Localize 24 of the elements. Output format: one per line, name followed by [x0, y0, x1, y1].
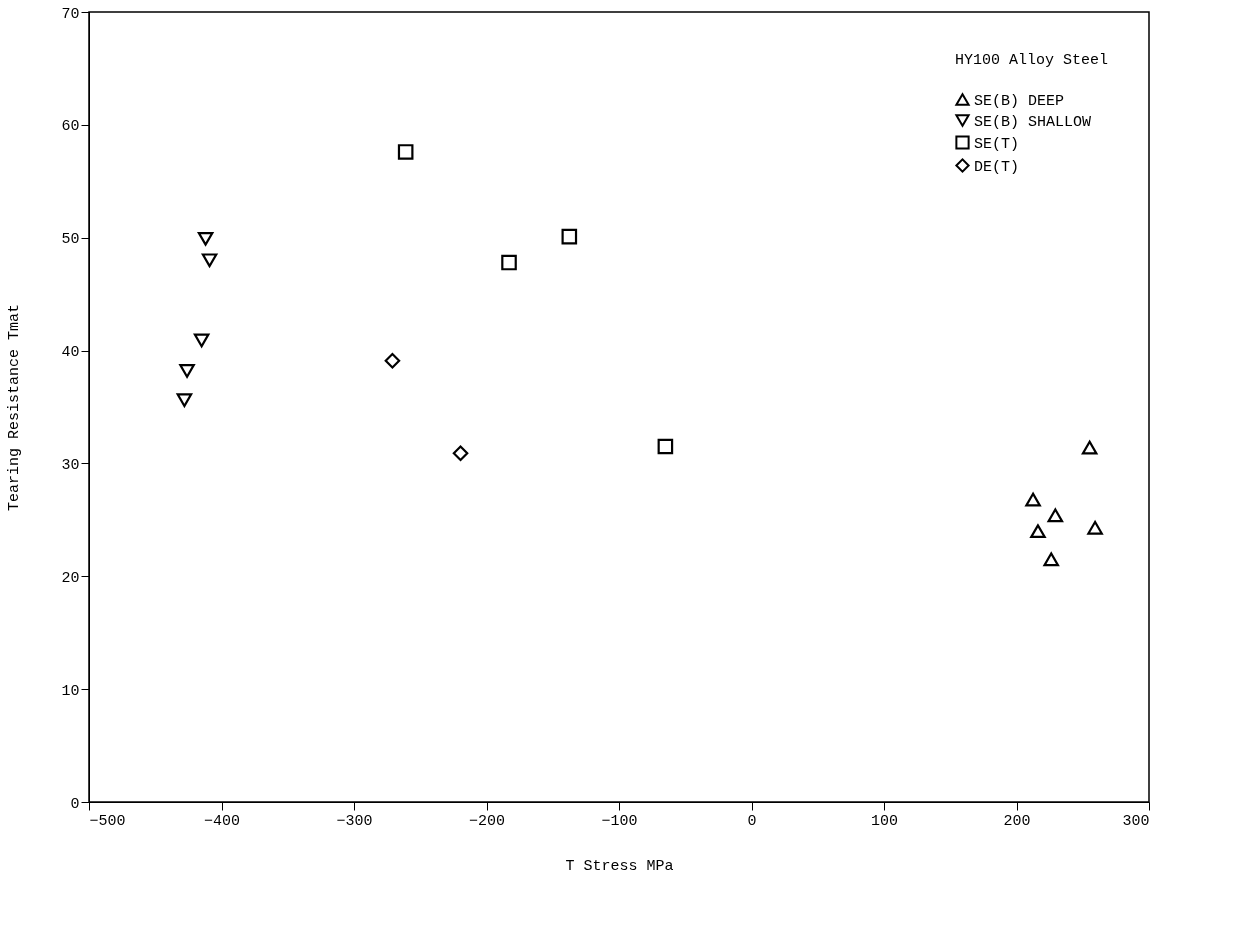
x-tick-label: −200 — [468, 812, 506, 830]
x-axis-title: T Stress MPa — [565, 857, 674, 875]
x-tick-label: 200 — [1003, 812, 1031, 830]
legend-label: SE(T) — [974, 135, 1020, 153]
x-tick-label: −500 — [89, 812, 126, 830]
y-tick-label: 50 — [61, 231, 80, 249]
x-tick-label: −400 — [203, 812, 241, 830]
x-tick-label: 100 — [870, 812, 899, 830]
y-tick-label: 10 — [61, 682, 80, 700]
y-tick-label: 70 — [61, 5, 80, 23]
legend-label: SE(B) DEEP — [974, 92, 1065, 110]
y-axis-title: Tearing Resistance Tmat — [6, 303, 24, 512]
y-tick-label: 40 — [61, 344, 80, 362]
x-tick-label: −300 — [336, 812, 373, 830]
y-tick-label: 30 — [61, 456, 80, 474]
y-tick-label: 20 — [61, 569, 80, 587]
legend-label: DE(T) — [974, 158, 1020, 176]
legend-label: SE(B) SHALLOW — [974, 113, 1092, 131]
x-tick-label: 0 — [747, 812, 757, 830]
legend-title: HY100 Alloy Steel — [955, 52, 1109, 69]
x-tick-label: −100 — [601, 812, 638, 830]
x-tick-label: 300 — [1122, 812, 1150, 830]
y-tick-label: 60 — [61, 118, 80, 136]
y-tick-label: 0 — [70, 795, 80, 813]
